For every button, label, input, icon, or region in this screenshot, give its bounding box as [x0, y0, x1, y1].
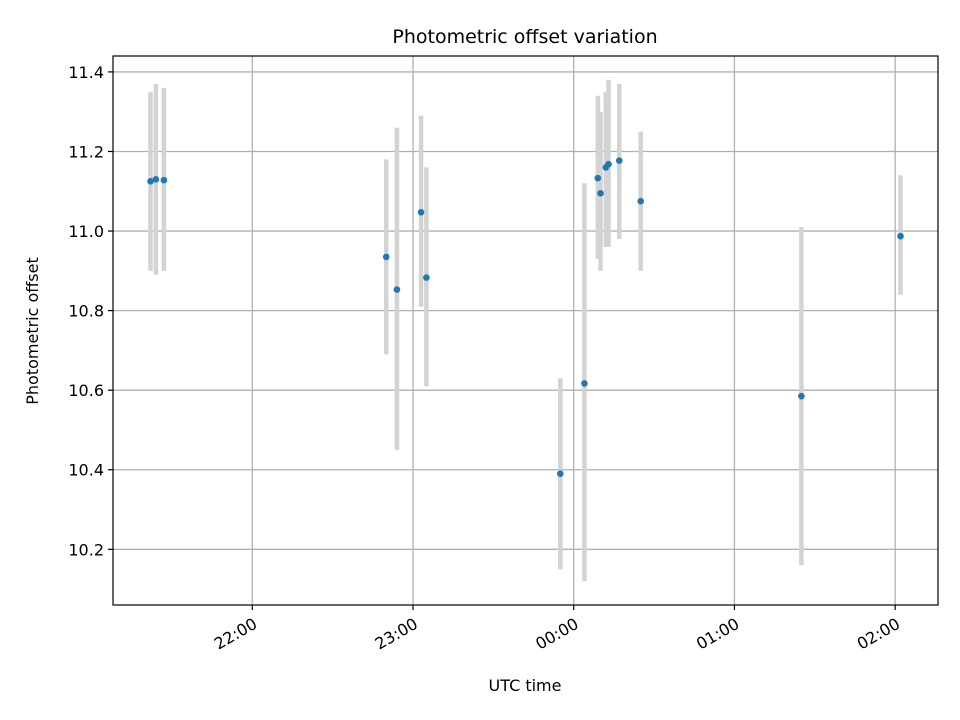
data-point — [160, 176, 168, 184]
data-point — [557, 470, 564, 478]
data-point — [597, 189, 604, 197]
y-tick-label: 11.0 — [68, 222, 104, 241]
data-point — [798, 392, 805, 400]
x-axis-title: UTC time — [489, 676, 562, 695]
data-point — [897, 232, 904, 240]
y-tick-label: 10.2 — [68, 540, 104, 559]
data-point — [393, 286, 401, 293]
gridlines — [113, 56, 938, 605]
y-tick-label: 11.4 — [68, 63, 104, 82]
data-point — [581, 380, 588, 387]
y-tick-label: 10.8 — [68, 302, 104, 321]
data-point — [417, 209, 425, 216]
data-point — [152, 176, 160, 183]
chart-title: Photometric offset variation — [392, 26, 657, 48]
y-axis-title: Photometric offset — [23, 257, 42, 405]
y-tick-label: 11.2 — [68, 142, 104, 161]
data-point — [637, 197, 644, 205]
data-point — [594, 174, 602, 182]
data-point — [147, 178, 154, 185]
plot-frame — [112, 55, 939, 606]
data-point — [382, 253, 390, 261]
data-point — [423, 274, 430, 281]
y-tick-label: 10.4 — [68, 461, 104, 480]
data-points — [147, 157, 904, 478]
data-point — [615, 157, 623, 164]
data-point — [605, 160, 612, 168]
y-tick-label: 10.6 — [68, 381, 104, 400]
